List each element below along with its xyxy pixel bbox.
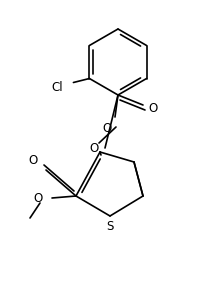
Text: O: O	[148, 102, 158, 115]
Text: S: S	[106, 220, 114, 233]
Text: Cl: Cl	[52, 81, 63, 94]
Text: O: O	[102, 122, 112, 135]
Text: O: O	[89, 142, 99, 155]
Text: O: O	[28, 153, 38, 166]
Text: O: O	[33, 193, 43, 206]
